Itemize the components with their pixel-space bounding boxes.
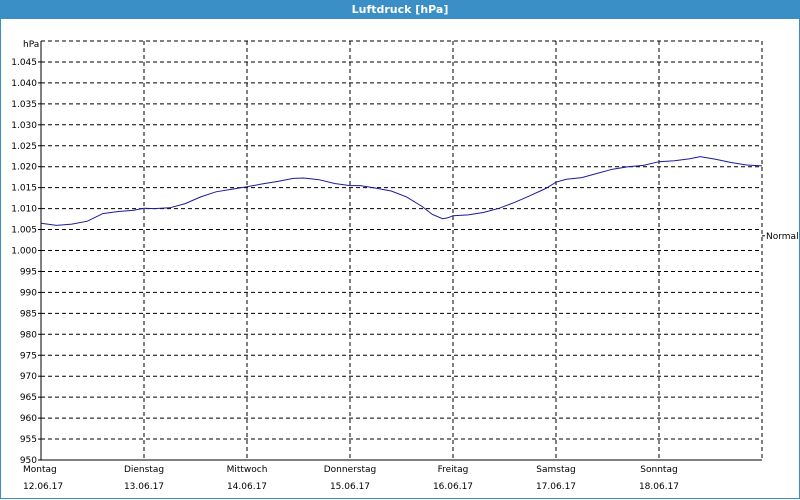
y-tick-label: 1.015 [11, 184, 37, 194]
x-tick-day-label: Freitag [438, 465, 469, 475]
y-tick-label: 1.025 [11, 142, 37, 152]
x-tick-date-label: 16.06.17 [433, 482, 473, 492]
y-tick-label: 960 [20, 414, 37, 424]
x-tick-date-label: 13.06.17 [124, 482, 164, 492]
grid [38, 40, 765, 461]
reference-label: Normal [766, 232, 799, 242]
y-tick-label: 1.020 [11, 163, 37, 173]
y-tick-label: 1.045 [11, 58, 37, 68]
y-tick-label: 985 [20, 309, 37, 319]
x-tick-day-label: Montag [23, 465, 57, 475]
y-tick-label: 995 [20, 267, 37, 277]
y-tick-label: 990 [20, 288, 37, 298]
y-tick-label: 970 [20, 372, 37, 382]
axes: hPa Normal [23, 40, 799, 461]
line-chart: hPa Normal 950 955 960 965 970 975 980 985 990 99… [11, 40, 799, 492]
x-tick-date-label: 14.06.17 [227, 482, 267, 492]
y-tick-label: 950 [20, 456, 37, 466]
tick-labels: 950 955 960 965 970 975 980 985 990 995 1.000 1.005… [11, 58, 679, 492]
x-tick-day-label: Donnerstag [324, 465, 377, 475]
x-tick-date-label: 12.06.17 [23, 482, 63, 492]
y-tick-label: 1.000 [11, 247, 37, 257]
x-tick-day-label: Mittwoch [227, 465, 268, 475]
y-tick-label: 975 [20, 351, 37, 361]
x-tick-day-label: Samstag [536, 465, 575, 475]
y-tick-label: 1.010 [11, 205, 37, 215]
series [40, 156, 763, 226]
y-tick-label: 1.030 [11, 121, 37, 131]
x-tick-date-label: 15.06.17 [330, 482, 370, 492]
y-tick-label: 1.035 [11, 100, 37, 110]
y-tick-label: 1.005 [11, 226, 37, 236]
x-tick-day-label: Dienstag [124, 465, 164, 475]
series-line [40, 156, 763, 226]
x-tick-date-label: 18.06.17 [639, 482, 679, 492]
chart-title: Luftdruck [hPa] [0, 0, 800, 19]
y-tick-label: 1.040 [11, 79, 37, 89]
x-tick-day-label: Sonntag [640, 465, 677, 475]
x-tick-date-label: 17.06.17 [536, 482, 576, 492]
y-axis-unit-label: hPa [23, 40, 39, 50]
y-tick-label: 980 [20, 330, 37, 340]
chart-frame: hPa Normal 950 955 960 965 970 975 980 985 990 99… [0, 19, 800, 499]
y-tick-label: 955 [20, 435, 37, 445]
y-tick-label: 965 [20, 393, 37, 403]
